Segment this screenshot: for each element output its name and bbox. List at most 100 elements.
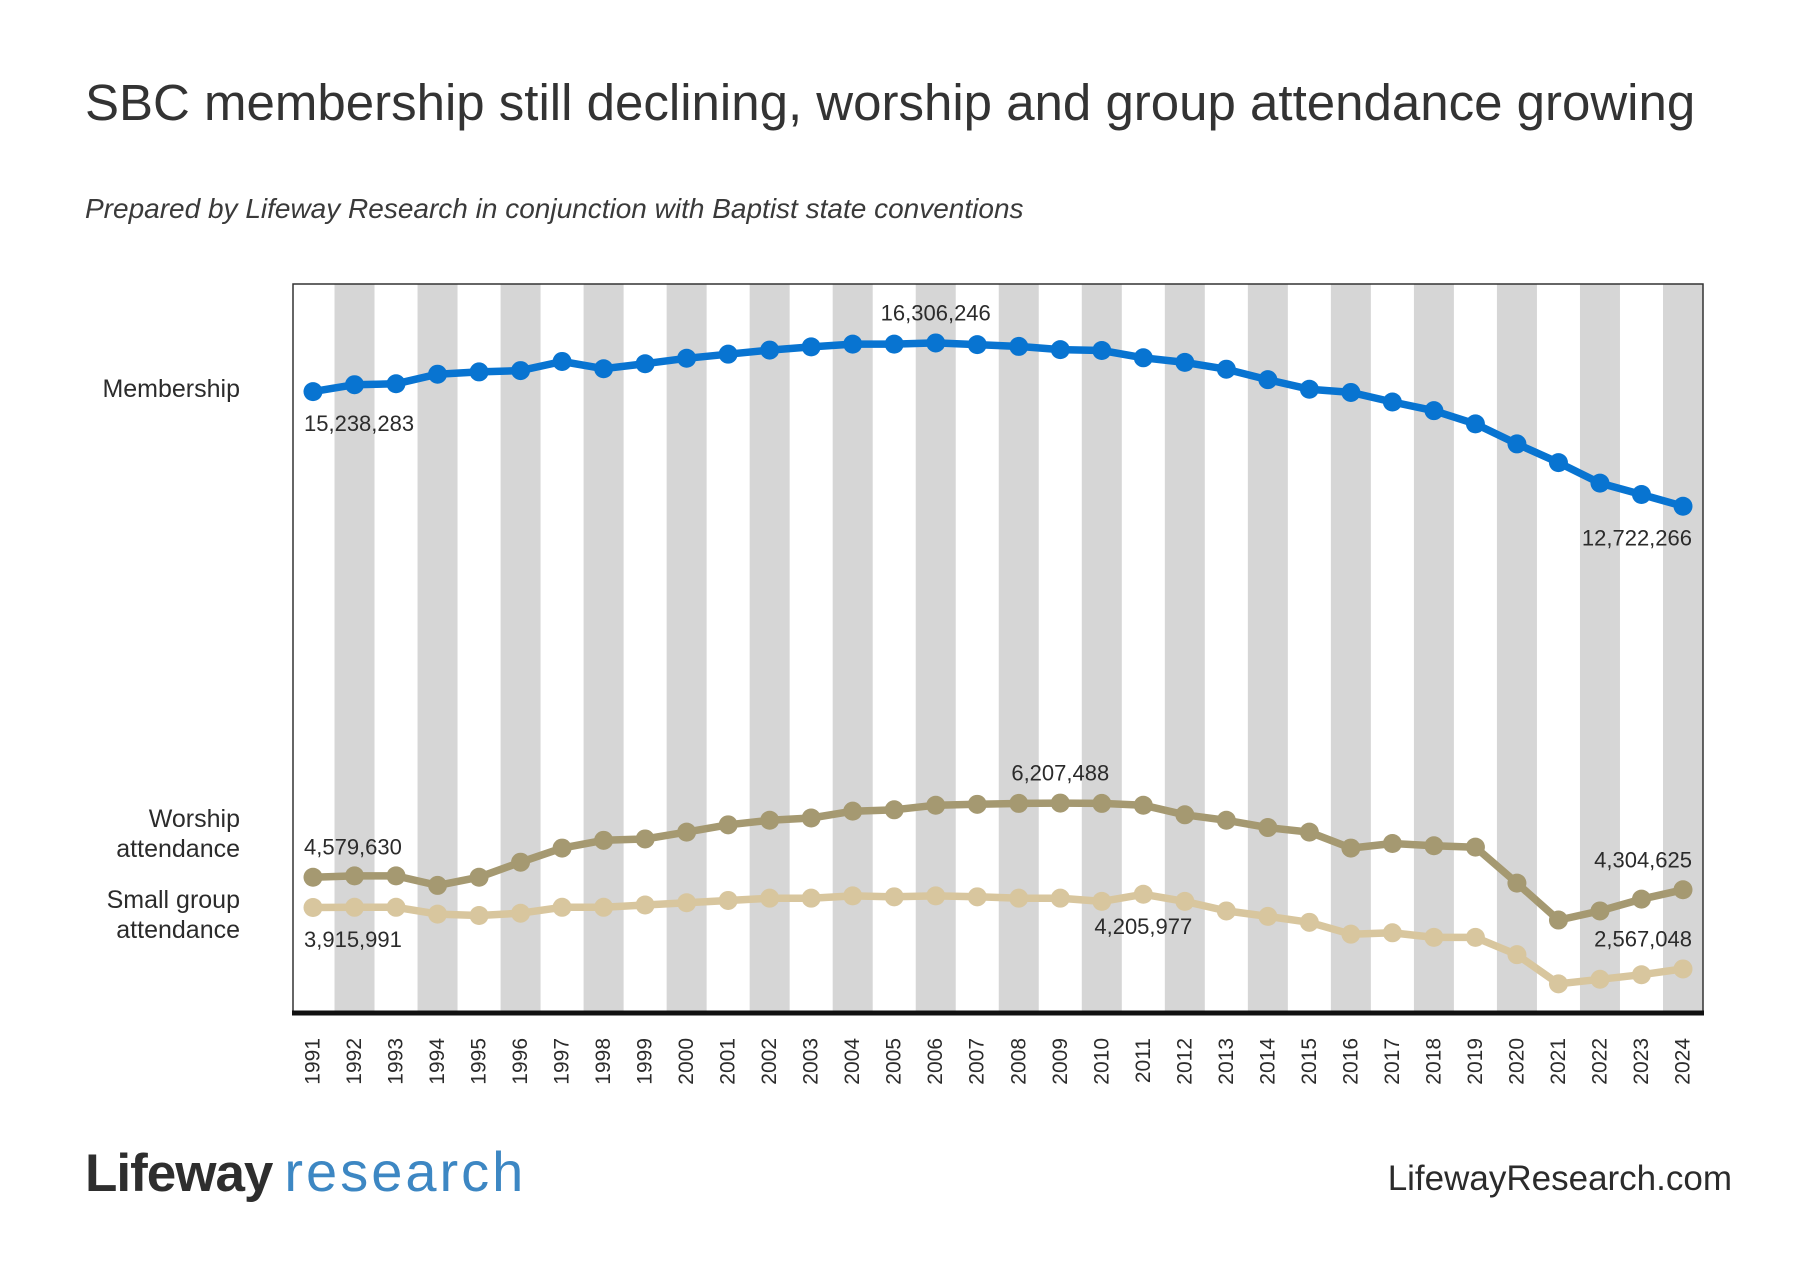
- membership-point-2011: [1133, 348, 1153, 368]
- worship-attendance-point-2015: [1299, 822, 1319, 842]
- x-tick-label: 2011: [1132, 1038, 1155, 1083]
- small-group-attendance-point-2007: [967, 887, 987, 907]
- worship-attendance-point-1997: [552, 838, 572, 858]
- small-group-attendance-point-2021: [1548, 974, 1568, 994]
- worship-attendance-point-2001: [718, 815, 738, 835]
- membership-point-2010: [1092, 341, 1112, 361]
- worship-attendance-data-label: 6,207,488: [1011, 761, 1109, 786]
- worship-attendance-point-1993: [386, 866, 406, 886]
- series-label-small-group-attendance: Small group attendance: [106, 886, 240, 944]
- membership-point-1992: [345, 375, 365, 395]
- x-tick-label: 1993: [385, 1038, 408, 1085]
- membership-point-2020: [1507, 434, 1527, 454]
- x-tick-label: 1996: [509, 1038, 532, 1085]
- membership-point-2015: [1299, 379, 1319, 399]
- worship-attendance-point-2017: [1382, 834, 1402, 854]
- x-tick-label: 2020: [1505, 1038, 1528, 1085]
- membership-point-1995: [469, 362, 489, 382]
- small-group-attendance-point-2004: [843, 886, 863, 906]
- logo-wordmark-lifeway: Lifeway: [85, 1144, 273, 1203]
- chart-subtitle: Prepared by Lifeway Research in conjunct…: [85, 193, 1024, 224]
- small-group-attendance-data-label: 2,567,048: [1594, 926, 1692, 951]
- membership-point-1997: [552, 351, 572, 371]
- membership-point-2012: [1175, 352, 1195, 372]
- series-markers: [303, 333, 1693, 994]
- x-tick-label: 2005: [883, 1038, 906, 1085]
- small-group-attendance-point-1996: [511, 903, 531, 923]
- worship-attendance-point-2018: [1424, 836, 1444, 856]
- membership-point-2002: [760, 340, 780, 360]
- membership-point-2003: [801, 337, 821, 357]
- x-tick-label: 2004: [841, 1038, 864, 1085]
- x-tick-label: 2021: [1547, 1038, 1570, 1085]
- series-label-membership: Membership: [102, 375, 240, 403]
- x-tick-label: 2014: [1256, 1038, 1279, 1085]
- worship-attendance-point-2008: [1009, 793, 1029, 813]
- worship-attendance-point-1991: [303, 867, 323, 887]
- membership-point-2005: [884, 334, 904, 354]
- worship-attendance-point-2024: [1673, 880, 1693, 900]
- worship-attendance-point-1992: [345, 866, 365, 886]
- small-group-attendance-point-1991: [303, 897, 323, 917]
- worship-attendance-point-1994: [428, 875, 448, 895]
- year-stripe-2010: [1081, 284, 1122, 1013]
- x-tick-label: 2023: [1630, 1038, 1653, 1085]
- x-tick-label: 2002: [758, 1038, 781, 1085]
- membership-point-2016: [1341, 382, 1361, 402]
- small-group-attendance-point-2017: [1382, 923, 1402, 943]
- small-group-attendance-point-1999: [635, 895, 655, 915]
- worship-attendance-point-2013: [1216, 810, 1236, 830]
- small-group-attendance-point-2000: [677, 893, 697, 913]
- line-chart: 15,238,283 16,306,246 12,722,266 4,579,630 6…: [292, 283, 1704, 1085]
- worship-attendance-point-2022: [1590, 901, 1610, 921]
- worship-attendance-point-2019: [1465, 837, 1485, 857]
- worship-attendance-point-2010: [1092, 793, 1112, 813]
- small-group-attendance-point-1998: [594, 897, 614, 917]
- membership-point-2024: [1673, 496, 1693, 516]
- worship-attendance-point-2005: [884, 800, 904, 820]
- x-tick-label: 1997: [551, 1038, 574, 1085]
- series-label-worship-attendance: Worship attendance: [116, 805, 240, 863]
- membership-point-2004: [843, 334, 863, 354]
- x-tick-label: 2003: [800, 1038, 823, 1085]
- x-tick-label: 1992: [343, 1038, 366, 1085]
- small-group-attendance-point-2018: [1424, 927, 1444, 947]
- membership-point-1999: [635, 354, 655, 374]
- small-group-attendance-point-2013: [1216, 901, 1236, 921]
- worship-attendance-point-2020: [1507, 873, 1527, 893]
- year-stripe-1994: [417, 284, 458, 1013]
- worship-attendance-point-2012: [1175, 805, 1195, 825]
- small-group-attendance-point-2014: [1258, 906, 1278, 926]
- small-group-attendance-point-2010: [1092, 891, 1112, 911]
- logo-wordmark-research: research: [284, 1140, 527, 1203]
- small-group-attendance-line: [309, 890, 1687, 988]
- worship-attendance-point-1996: [511, 852, 531, 872]
- membership-point-2019: [1465, 414, 1485, 434]
- membership-point-2000: [677, 348, 697, 368]
- year-stripe-1992: [334, 284, 375, 1013]
- worship-attendance-point-2014: [1258, 818, 1278, 838]
- membership-point-2018: [1424, 401, 1444, 421]
- membership-point-2001: [718, 344, 738, 364]
- x-tick-label: 2013: [1215, 1038, 1238, 1085]
- year-stripe-1998: [583, 284, 624, 1013]
- small-group-attendance-point-1994: [428, 904, 448, 924]
- x-axis-tick-labels: 1991 1992 1993 1994 1995 1996 1997 1998 1999 2000…: [302, 1038, 1695, 1085]
- chart-title: SBC membership still declining, worship …: [85, 74, 1696, 131]
- small-group-attendance-point-2016: [1341, 924, 1361, 944]
- small-group-attendance-point-1993: [386, 897, 406, 917]
- worship-attendance-point-2004: [843, 801, 863, 821]
- worship-attendance-point-2023: [1631, 889, 1651, 909]
- worship-attendance-point-1999: [635, 829, 655, 849]
- x-tick-label: 2009: [1049, 1038, 1072, 1085]
- year-stripe-2012: [1164, 284, 1205, 1013]
- small-group-attendance-point-1997: [552, 897, 572, 917]
- small-group-attendance-point-2009: [1050, 888, 1070, 908]
- small-group-attendance-data-label: 4,205,977: [1094, 914, 1192, 939]
- small-group-attendance-point-1995: [469, 905, 489, 925]
- membership-point-1994: [428, 364, 448, 384]
- worship-attendance-point-2009: [1050, 793, 1070, 813]
- membership-point-2014: [1258, 370, 1278, 390]
- website-url[interactable]: LifewayResearch.com: [1387, 1159, 1732, 1198]
- small-group-attendance-point-2022: [1590, 969, 1610, 989]
